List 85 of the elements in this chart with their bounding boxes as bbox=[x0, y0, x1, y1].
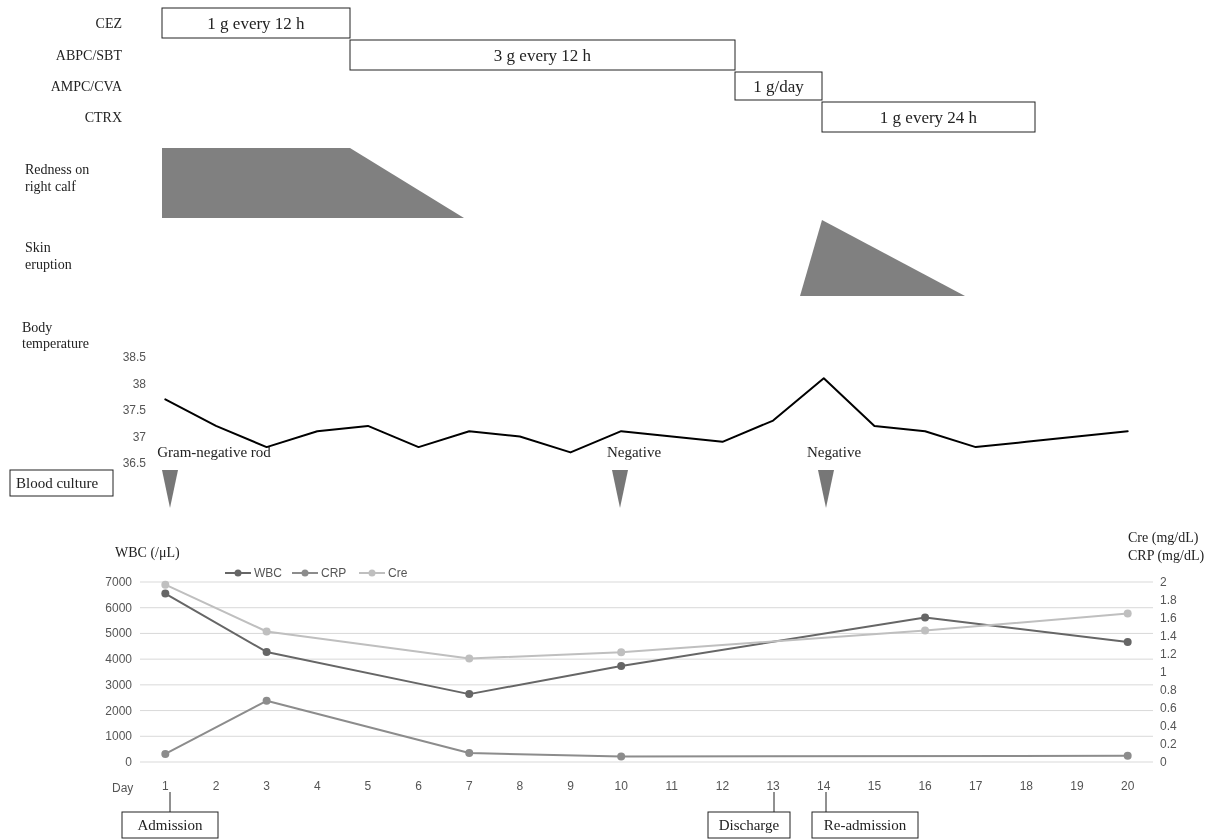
x-tick-label: 9 bbox=[567, 779, 575, 793]
legend-label: WBC bbox=[254, 566, 283, 580]
text: Admission bbox=[137, 817, 203, 833]
text: CEZ bbox=[95, 16, 122, 31]
y2-tick-label: 0.2 bbox=[1160, 737, 1178, 751]
point bbox=[617, 662, 626, 671]
point bbox=[921, 626, 930, 635]
y-tick-label: 36.5 bbox=[122, 456, 147, 470]
y2-tick-label: 1.2 bbox=[1160, 647, 1178, 661]
x-tick-label: 2 bbox=[212, 779, 220, 793]
x-tick-label: 6 bbox=[415, 779, 423, 793]
x-tick-label: 19 bbox=[1070, 779, 1085, 793]
x-tick-label: 20 bbox=[1121, 779, 1135, 793]
x-tick-label: 5 bbox=[364, 779, 372, 793]
point bbox=[262, 696, 271, 705]
y2-tick-label: 0.4 bbox=[1160, 719, 1178, 733]
y-tick-label: 2000 bbox=[105, 703, 133, 718]
point bbox=[161, 749, 170, 758]
y-tick-label: 4000 bbox=[105, 652, 133, 667]
y-tick-label: 1000 bbox=[105, 729, 133, 744]
x-tick-label: 16 bbox=[918, 779, 933, 793]
x-tick-label: 10 bbox=[614, 779, 629, 793]
x-tick-label: 11 bbox=[665, 779, 679, 793]
x-tick-label: 15 bbox=[867, 779, 882, 793]
point bbox=[617, 648, 626, 657]
y2-tick-label: 0 bbox=[1160, 755, 1167, 769]
x-tick-label: 17 bbox=[969, 779, 983, 793]
annotation: Negative bbox=[606, 444, 662, 460]
text: 3 g every 12 h bbox=[493, 46, 592, 65]
y-tick-label: 5000 bbox=[105, 626, 133, 641]
x-tick-label: 12 bbox=[715, 779, 730, 793]
legend-label: Cre bbox=[388, 566, 408, 580]
x-tick-label: 18 bbox=[1019, 779, 1034, 793]
y-tick-label: 3000 bbox=[105, 677, 133, 692]
point bbox=[161, 589, 170, 598]
x-tick-label: 7 bbox=[465, 779, 473, 793]
text: Skin eruption bbox=[25, 240, 72, 272]
y2-tick-label: 0.6 bbox=[1160, 701, 1178, 715]
x-tick-label: 1 bbox=[161, 779, 169, 793]
y-axis-title: WBC (/μL) bbox=[115, 545, 180, 561]
x-axis-title: Day bbox=[112, 781, 134, 795]
text: 1 g/day bbox=[753, 77, 805, 96]
point bbox=[617, 752, 626, 761]
y2-tick-label: 2 bbox=[1160, 575, 1167, 589]
point bbox=[1123, 751, 1132, 760]
y2-tick-label: 1 bbox=[1160, 665, 1167, 679]
point bbox=[262, 627, 271, 636]
text: 1 g every 12 h bbox=[207, 14, 306, 33]
annotation: Gram-negative rod bbox=[157, 444, 272, 460]
y-tick-label: 37.5 bbox=[122, 403, 147, 417]
point bbox=[465, 654, 474, 663]
x-tick-label: 14 bbox=[817, 779, 831, 793]
point bbox=[1123, 637, 1132, 646]
y-axis-title: Body temperature bbox=[22, 320, 89, 351]
x-tick-label: 4 bbox=[313, 779, 321, 793]
text: Blood culture bbox=[16, 475, 99, 491]
y-tick-label: 37 bbox=[132, 429, 147, 444]
y-tick-label: 38.5 bbox=[122, 350, 147, 364]
y-tick-label: 6000 bbox=[105, 600, 133, 615]
x-tick-label: 8 bbox=[516, 779, 524, 793]
y2-tick-label: 1.6 bbox=[1160, 611, 1178, 625]
y-tick-label: 0 bbox=[125, 755, 133, 769]
x-tick-label: 13 bbox=[766, 779, 781, 793]
y2-tick-label: 0.8 bbox=[1160, 683, 1178, 697]
text: 1 g every 24 h bbox=[879, 108, 978, 127]
y2-axis-title: Cre (mg/dL) CRP (mg/dL) bbox=[1128, 530, 1205, 564]
y-tick-label: 7000 bbox=[105, 575, 133, 589]
text: Re-admission bbox=[823, 817, 907, 833]
point bbox=[161, 580, 170, 589]
point bbox=[1123, 609, 1132, 618]
legend-label: CRP bbox=[321, 566, 347, 580]
x-tick-label: 3 bbox=[263, 779, 271, 793]
point bbox=[262, 647, 271, 656]
text: ABPC/SBT bbox=[55, 48, 123, 63]
point bbox=[921, 613, 930, 622]
text: Redness on right calf bbox=[25, 162, 90, 194]
text: CTRX bbox=[84, 110, 122, 125]
y-tick-label: 38 bbox=[132, 376, 147, 391]
y2-tick-label: 1.4 bbox=[1160, 629, 1178, 643]
text: AMPC/CVA bbox=[50, 79, 123, 94]
point bbox=[465, 749, 474, 757]
y2-tick-label: 1.8 bbox=[1160, 593, 1178, 607]
annotation: Negative bbox=[806, 444, 862, 460]
text: Discharge bbox=[718, 817, 780, 833]
point bbox=[465, 690, 474, 699]
